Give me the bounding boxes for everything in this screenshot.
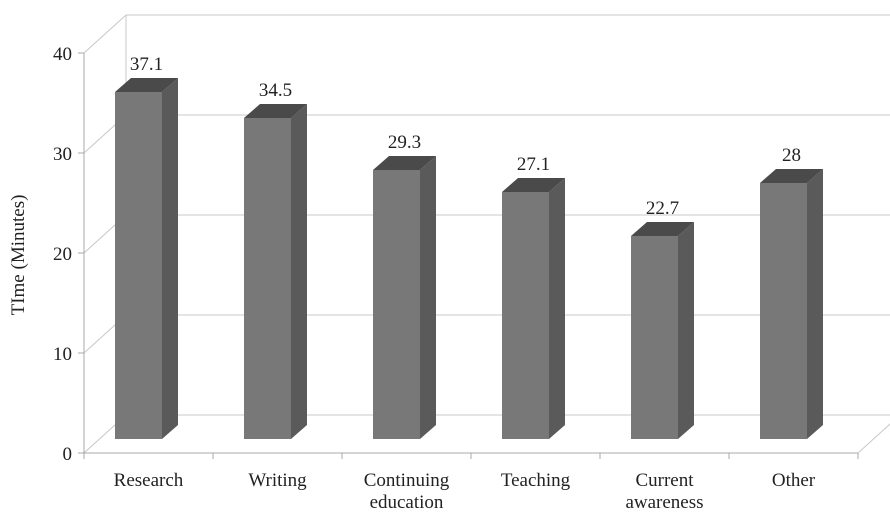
bar-side: [549, 178, 565, 439]
bar-top: [115, 78, 178, 92]
bar-top: [631, 222, 694, 236]
y-axis-title: TIme (Minutes): [8, 195, 29, 316]
data-label: 34.5: [259, 80, 292, 101]
y-tick-label: 0: [63, 444, 73, 465]
bar: [502, 192, 549, 439]
bar-side: [420, 156, 436, 439]
bar-top: [373, 156, 436, 170]
x-tick-label: Current: [635, 470, 694, 491]
bar: [115, 92, 162, 439]
y-tick-label: 10: [53, 344, 72, 365]
bar-top: [244, 104, 307, 118]
floor-edge: [857, 423, 890, 454]
bar: [244, 118, 291, 439]
y-tick-label: 40: [53, 44, 72, 65]
x-tick-label: education: [370, 492, 444, 513]
bar-side: [807, 169, 823, 439]
x-tick-label: Other: [772, 470, 816, 491]
x-tick-label: Continuing: [364, 470, 450, 491]
x-tick-label: Teaching: [501, 470, 571, 491]
y-tick-label: 20: [53, 244, 72, 265]
bar-top: [502, 178, 565, 192]
bar: [631, 236, 678, 439]
bar-side: [162, 78, 178, 439]
x-tick-label: Writing: [248, 470, 307, 491]
bar-top: [760, 169, 823, 183]
y-tick-label: 30: [53, 144, 72, 165]
bar: [760, 183, 807, 439]
bar-side: [678, 222, 694, 439]
x-tick-label: awareness: [625, 492, 703, 513]
data-label: 28: [782, 145, 801, 166]
bar-side: [291, 104, 307, 439]
data-label: 37.1: [130, 54, 163, 75]
bar: [373, 170, 420, 439]
data-label: 27.1: [517, 154, 550, 175]
gridline-diagonal: [83, 14, 127, 54]
x-tick-label: Research: [114, 470, 184, 491]
data-label: 29.3: [388, 132, 421, 153]
data-label: 22.7: [646, 198, 679, 219]
